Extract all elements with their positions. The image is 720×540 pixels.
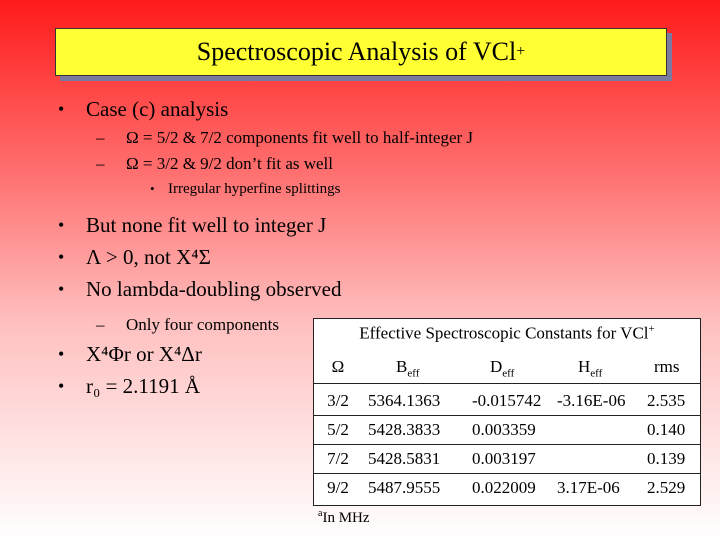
table-title-superscript: +	[648, 323, 655, 335]
bullet-dot-icon: •	[58, 375, 65, 396]
sub-sub-bullet-item: • Irregular hyperfine splittings	[58, 177, 698, 201]
bullet-text: r₀ = 2.1191 Å	[86, 373, 201, 398]
bullet-item: • But none fit well to integer J	[58, 209, 698, 241]
header-d: Deff	[490, 357, 515, 380]
slide-title-superscript: +	[516, 43, 526, 60]
bullet-text: Case (c) analysis	[86, 96, 229, 121]
table-divider	[314, 473, 700, 474]
bullet-text: Λ > 0, not X⁴Σ	[86, 244, 211, 269]
bullet-dot-icon: •	[58, 343, 65, 364]
dash-icon: –	[96, 315, 105, 334]
footnote-marker: a	[318, 508, 323, 519]
bullet-dot-icon: •	[58, 98, 65, 119]
table-divider	[314, 444, 700, 445]
bullet-dot-icon: •	[150, 181, 155, 196]
bullet-text: No lambda-doubling observed	[86, 276, 342, 301]
bullet-text: X⁴Φr or X⁴Δr	[86, 341, 202, 366]
header-b: Beff	[396, 357, 420, 380]
sub-bullet-text: Only four components	[126, 315, 279, 334]
bullet-item: • Case (c) analysis	[58, 93, 698, 125]
sub-bullet-item: – Ω = 3/2 & 9/2 don’t fit as well	[58, 151, 698, 177]
bullet-dot-icon: •	[58, 246, 65, 267]
slide-title-text: Spectroscopic Analysis of VCl	[196, 37, 517, 66]
lower-bullet-list: – Only four components • X⁴Φr or X⁴Δr • r₀ …	[58, 312, 279, 402]
dash-icon: –	[96, 154, 105, 173]
header-rms: rms	[654, 357, 680, 376]
sub-sub-bullet-text: Irregular hyperfine splittings	[168, 180, 341, 197]
sub-bullet-item: – Ω = 5/2 & 7/2 components fit well to ha…	[58, 125, 698, 151]
table-footnote: aIn MHz	[318, 508, 370, 527]
slide-title: Spectroscopic Analysis of VCl +	[55, 28, 667, 76]
bullet-text: But none fit well to integer J	[86, 212, 327, 237]
sub-bullet-text: Ω = 5/2 & 7/2 components fit well to hal…	[126, 128, 474, 147]
bullet-list: • Case (c) analysis – Ω = 5/2 & 7/2 compon…	[58, 93, 698, 305]
header-h: Heff	[578, 357, 603, 380]
footnote-text: In MHz	[322, 510, 370, 526]
bullet-item: • X⁴Φr or X⁴Δr	[58, 338, 279, 370]
table-divider	[314, 415, 700, 416]
bullet-item: • Λ > 0, not X⁴Σ	[58, 241, 698, 273]
table-title: Effective Spectroscopic Constants for VC…	[314, 323, 700, 344]
header-omega: Ω	[331, 357, 345, 376]
bullet-item: • r₀ = 2.1191 Å	[58, 370, 279, 402]
table-divider	[314, 383, 700, 384]
bullet-dot-icon: •	[58, 278, 65, 299]
table-title-text: Effective Spectroscopic Constants for VC…	[359, 323, 649, 343]
sub-bullet-item: – Only four components	[58, 312, 279, 338]
bullet-dot-icon: •	[58, 214, 65, 235]
sub-bullet-text: Ω = 3/2 & 9/2 don’t fit as well	[126, 154, 334, 173]
dash-icon: –	[96, 128, 105, 147]
bullet-item: • No lambda-doubling observed	[58, 273, 698, 305]
constants-table: Effective Spectroscopic Constants for VC…	[313, 318, 701, 506]
